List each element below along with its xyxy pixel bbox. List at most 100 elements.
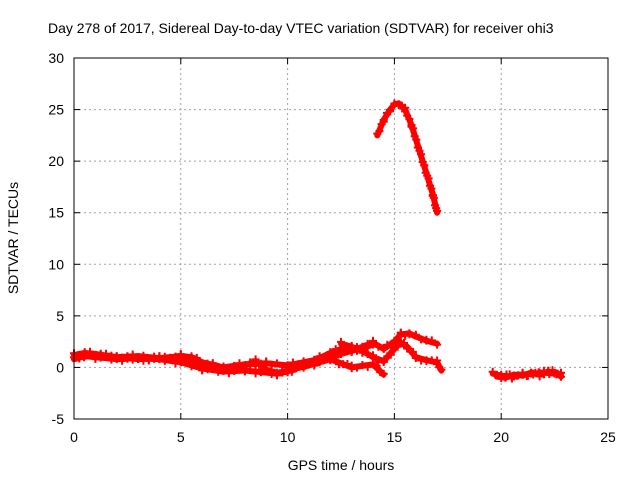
- data-point-marker: [337, 337, 345, 346]
- data-point-marker: [424, 174, 433, 183]
- data-point-marker: [510, 372, 518, 381]
- data-point-marker: [401, 331, 410, 340]
- data-series: [70, 99, 565, 383]
- data-point-marker: [433, 206, 442, 215]
- data-point-marker: [411, 330, 420, 339]
- data-point-marker: [417, 150, 426, 159]
- data-point-marker: [358, 361, 367, 369]
- data-point-marker: [219, 362, 228, 371]
- data-point-marker: [246, 366, 255, 375]
- data-point-marker: [412, 135, 421, 144]
- tick-labels: 0 5 10 15 20 25 -5 0 5 10 15 20 25 30: [48, 50, 616, 445]
- data-point-marker: [144, 354, 153, 363]
- data-point-marker: [408, 347, 417, 356]
- data-point-marker: [369, 352, 377, 361]
- data-point-marker: [505, 370, 514, 379]
- data-point-marker: [437, 365, 446, 374]
- data-point-marker: [139, 356, 148, 365]
- y-tick-label: 15: [48, 205, 64, 221]
- data-point-marker: [251, 369, 260, 378]
- data-point-marker: [331, 353, 340, 362]
- data-point-marker: [288, 358, 297, 367]
- data-point-marker: [427, 184, 436, 193]
- data-point-marker: [134, 354, 143, 363]
- data-point-marker: [552, 370, 561, 379]
- data-point-marker: [369, 336, 377, 345]
- data-point-marker: [343, 360, 352, 368]
- data-point-marker: [128, 355, 137, 364]
- data-point-marker: [433, 340, 442, 349]
- data-point-marker: [375, 127, 384, 136]
- data-point-marker: [522, 371, 531, 380]
- x-tick-label: 5: [177, 429, 185, 445]
- data-point-marker: [176, 350, 185, 359]
- y-tick-label: 25: [48, 102, 64, 118]
- data-point-marker: [240, 362, 249, 371]
- data-point-marker: [112, 354, 121, 363]
- data-point-marker: [262, 357, 271, 366]
- data-point-marker: [74, 351, 83, 360]
- data-point-marker: [544, 367, 553, 376]
- data-point-marker: [420, 161, 429, 170]
- data-point-marker: [374, 342, 383, 351]
- data-point-marker: [386, 107, 395, 116]
- x-tick-label: 0: [70, 429, 78, 445]
- data-point-marker: [166, 354, 175, 363]
- data-point-marker: [102, 353, 110, 361]
- data-point-marker: [488, 367, 497, 376]
- data-point-marker: [160, 352, 169, 361]
- data-point-marker: [272, 371, 281, 380]
- data-point-marker: [272, 359, 281, 368]
- data-point-marker: [557, 372, 565, 381]
- data-point-marker: [155, 355, 164, 363]
- data-point-marker: [358, 348, 367, 357]
- data-point-marker: [379, 369, 388, 378]
- data-point-marker: [539, 370, 548, 378]
- data-point-marker: [379, 344, 388, 353]
- data-point-marker: [224, 364, 233, 373]
- data-point-marker: [150, 352, 159, 361]
- data-point-marker: [321, 352, 329, 361]
- data-point-marker: [386, 350, 395, 359]
- data-point-marker: [501, 373, 510, 382]
- data-point-marker: [230, 362, 239, 371]
- data-point-marker: [379, 358, 388, 367]
- series-track-5: [373, 99, 442, 216]
- data-point-marker: [518, 370, 527, 379]
- data-point-marker: [305, 360, 313, 369]
- data-point-marker: [396, 329, 405, 338]
- x-tick-label: 15: [387, 429, 403, 445]
- x-tick-label: 20: [493, 429, 509, 445]
- data-point-marker: [251, 355, 260, 364]
- data-point-marker: [300, 361, 309, 370]
- data-point-marker: [427, 336, 436, 345]
- data-point-marker: [278, 368, 287, 377]
- data-point-marker: [267, 365, 276, 374]
- data-point-marker: [292, 364, 301, 373]
- data-point-marker: [405, 115, 414, 123]
- data-point-marker: [433, 356, 442, 365]
- data-point-marker: [400, 338, 408, 347]
- data-point-marker: [411, 352, 420, 361]
- data-point-marker: [287, 367, 296, 376]
- y-tick-label: -5: [52, 411, 65, 427]
- plot-frame: [73, 57, 609, 420]
- series-track-4: [337, 337, 446, 374]
- x-axis-title: GPS time / hours: [288, 457, 395, 473]
- y-tick-label: 10: [48, 256, 64, 272]
- data-point-marker: [409, 124, 418, 133]
- x-tick-label: 25: [600, 429, 616, 445]
- data-point-marker: [208, 359, 217, 368]
- chart-title: Day 278 of 2017, Sidereal Day-to-day VTE…: [48, 20, 554, 36]
- data-point-marker: [353, 363, 361, 372]
- data-point-marker: [192, 353, 201, 362]
- y-tick-label: 30: [48, 50, 64, 66]
- data-point-marker: [296, 360, 305, 369]
- data-point-marker: [91, 351, 100, 360]
- data-point-marker: [379, 115, 388, 124]
- y-tick-label: 20: [48, 153, 64, 169]
- data-point-marker: [429, 193, 438, 202]
- y-tick-label: 0: [56, 359, 64, 375]
- data-point-marker: [492, 370, 501, 379]
